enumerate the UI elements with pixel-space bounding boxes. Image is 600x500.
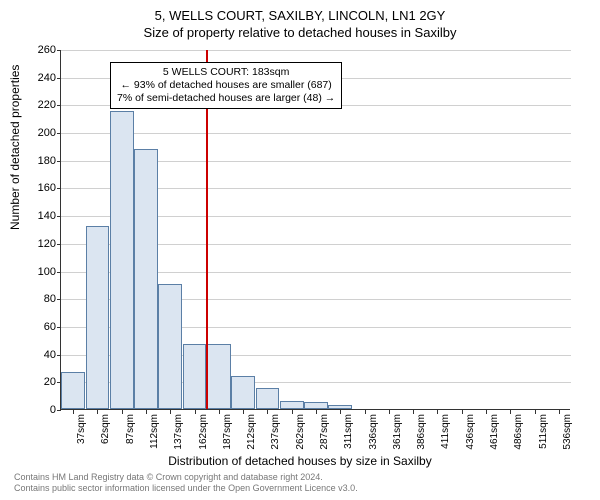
footer-credits: Contains HM Land Registry data © Crown c… (14, 472, 358, 494)
gridline (61, 133, 571, 134)
xtick-mark (170, 410, 171, 414)
ytick-label: 220 (16, 99, 56, 111)
annotation-line-3: 7% of semi-detached houses are larger (4… (117, 92, 335, 105)
ytick-label: 20 (16, 376, 56, 388)
xtick-mark (219, 410, 220, 414)
histogram-bar (158, 284, 182, 409)
xtick-mark (340, 410, 341, 414)
ytick-label: 260 (16, 44, 56, 56)
xtick-mark (97, 410, 98, 414)
ytick-mark (57, 355, 61, 356)
xtick-mark (413, 410, 414, 414)
xtick-mark (73, 410, 74, 414)
ytick-label: 180 (16, 155, 56, 167)
xtick-mark (267, 410, 268, 414)
annotation-line-2: ← 93% of detached houses are smaller (68… (117, 79, 335, 92)
xtick-mark (389, 410, 390, 414)
xtick-mark (146, 410, 147, 414)
title-main: 5, WELLS COURT, SAXILBY, LINCOLN, LN1 2G… (0, 0, 600, 23)
histogram-bar (280, 401, 304, 409)
ytick-mark (57, 105, 61, 106)
ytick-mark (57, 410, 61, 411)
xtick-mark (316, 410, 317, 414)
ytick-mark (57, 188, 61, 189)
ytick-mark (57, 327, 61, 328)
ytick-mark (57, 78, 61, 79)
histogram-bar (61, 372, 85, 409)
xtick-mark (437, 410, 438, 414)
histogram-bar (110, 111, 134, 409)
xtick-mark (122, 410, 123, 414)
histogram-bar (256, 388, 280, 409)
ytick-label: 0 (16, 404, 56, 416)
histogram-bar (86, 226, 110, 409)
xtick-mark (535, 410, 536, 414)
annotation-line-1: 5 WELLS COURT: 183sqm (117, 66, 335, 79)
annotation-box: 5 WELLS COURT: 183sqm ← 93% of detached … (110, 62, 342, 109)
xtick-mark (292, 410, 293, 414)
histogram-bar (183, 344, 207, 409)
ytick-label: 80 (16, 293, 56, 305)
y-axis-label: Number of detached properties (8, 65, 22, 230)
ytick-mark (57, 216, 61, 217)
xtick-mark (510, 410, 511, 414)
footer-line-2: Contains public sector information licen… (14, 483, 358, 494)
ytick-label: 160 (16, 182, 56, 194)
x-axis-label: Distribution of detached houses by size … (0, 454, 600, 468)
xtick-mark (486, 410, 487, 414)
ytick-mark (57, 244, 61, 245)
histogram-bar (231, 376, 255, 409)
footer-line-1: Contains HM Land Registry data © Crown c… (14, 472, 358, 483)
histogram-bar (328, 405, 352, 409)
xtick-mark (559, 410, 560, 414)
histogram-bar (207, 344, 231, 409)
ytick-label: 100 (16, 266, 56, 278)
ytick-label: 200 (16, 127, 56, 139)
histogram-bar (134, 149, 158, 409)
histogram-bar (304, 402, 328, 409)
ytick-mark (57, 50, 61, 51)
ytick-label: 120 (16, 238, 56, 250)
ytick-label: 60 (16, 321, 56, 333)
ytick-mark (57, 299, 61, 300)
xtick-mark (365, 410, 366, 414)
xtick-mark (243, 410, 244, 414)
ytick-label: 240 (16, 72, 56, 84)
xtick-mark (462, 410, 463, 414)
ytick-mark (57, 133, 61, 134)
ytick-mark (57, 272, 61, 273)
gridline (61, 50, 571, 51)
chart-area: 02040608010012014016018020022024026037sq… (60, 50, 570, 410)
title-sub: Size of property relative to detached ho… (0, 23, 600, 40)
ytick-label: 40 (16, 349, 56, 361)
ytick-label: 140 (16, 210, 56, 222)
xtick-mark (195, 410, 196, 414)
ytick-mark (57, 161, 61, 162)
